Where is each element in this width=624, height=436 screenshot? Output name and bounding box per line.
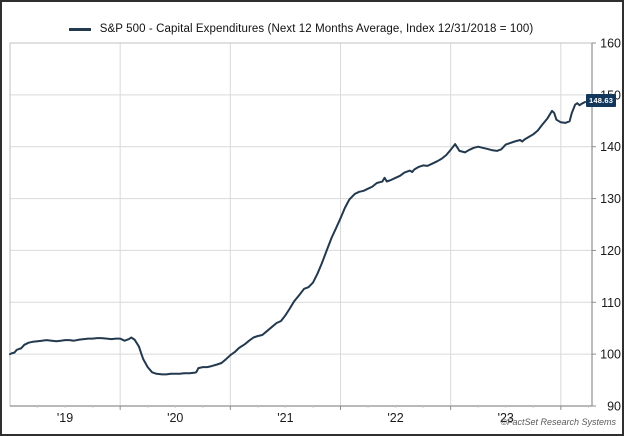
x-tick-label: '19 bbox=[57, 411, 73, 425]
y-tick-label: 90 bbox=[607, 400, 621, 414]
series-line bbox=[9, 101, 587, 376]
y-tick-label: 140 bbox=[600, 140, 621, 154]
last-value-badge: 148.63 bbox=[586, 94, 617, 107]
y-tick-label: 160 bbox=[600, 37, 621, 51]
x-tick-label: '21 bbox=[277, 411, 293, 425]
x-tick-label: '22 bbox=[387, 411, 403, 425]
y-tick-label: 100 bbox=[600, 348, 621, 362]
y-tick-label: 110 bbox=[601, 296, 621, 310]
plot-border bbox=[9, 42, 593, 407]
x-tick-label: '20 bbox=[167, 411, 183, 425]
chart-legend: S&P 500 - Capital Expenditures (Next 12 … bbox=[10, 20, 592, 38]
y-tick-label: 120 bbox=[600, 244, 621, 258]
y-tick-label: 130 bbox=[600, 192, 621, 206]
legend-line-swatch bbox=[68, 27, 91, 31]
copyright-note: ©FactSet Research Systems bbox=[500, 417, 616, 427]
legend-label: S&P 500 - Capital Expenditures (Next 12 … bbox=[99, 23, 534, 35]
x-tick-label: '23 bbox=[498, 411, 514, 425]
